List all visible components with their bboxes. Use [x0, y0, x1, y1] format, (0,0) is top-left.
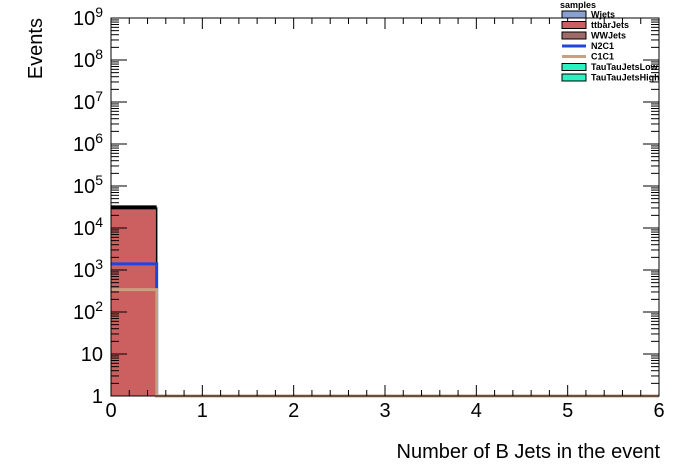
y-tick-label: 106: [73, 130, 103, 156]
x-tick-labels: 0 1 2 3 4 5 6: [105, 400, 664, 422]
legend-label-TauTauJetsHigh: TauTauJetsHigh: [591, 73, 660, 83]
line-C1C1: [111, 288, 659, 398]
legend-label-C1C1: C1C1: [591, 52, 614, 62]
y-tick-label: 108: [73, 46, 103, 72]
y-tick-label: 109: [73, 4, 103, 30]
legend-label-Wjets: Wjets: [591, 10, 615, 20]
x-tick-label: 1: [197, 400, 208, 422]
y-tick-label: 10: [81, 344, 103, 366]
legend-swatch-TauTauJetsHigh: [561, 73, 587, 82]
y-axis-title: Events: [25, 18, 47, 79]
x-tick-label: 5: [562, 400, 573, 422]
histogram-layer: [111, 205, 659, 398]
legend-swatch-WWJets: [561, 31, 587, 40]
legend-label-ttbarJets: ttbarJets: [591, 20, 629, 30]
y-tick-label: 105: [73, 172, 103, 198]
line-N2C1: [111, 262, 659, 398]
x-tick-label: 6: [653, 400, 664, 422]
legend-title: samples: [560, 0, 596, 10]
legend-swatch-ttbarJets: [561, 21, 587, 29]
y-tick-label: 104: [73, 214, 103, 240]
y-tick-label: 102: [73, 298, 103, 324]
tick-marks: [110, 18, 660, 397]
y-tick-labels: 1 10 102 103 104 105 106 107 108 109: [73, 4, 103, 408]
y-tick-label: 1: [92, 386, 103, 408]
x-axis-title: Number of B Jets in the event: [397, 441, 661, 463]
y-tick-label: 107: [73, 88, 103, 114]
x-tick-label: 2: [288, 400, 299, 422]
x-tick-label: 4: [471, 400, 482, 422]
x-tick-label: 0: [105, 400, 116, 422]
x-tick-label: 3: [379, 400, 390, 422]
legend-label-WWJets: WWJets: [591, 31, 626, 41]
y-tick-label: 103: [73, 256, 103, 282]
legend-label-N2C1: N2C1: [591, 41, 614, 51]
legend-label-TauTauJetsLow: TauTauJetsLow: [591, 62, 659, 72]
legend-swatch-TauTauJetsLow: [561, 63, 587, 71]
legend: samples WjetsttbarJetsWWJetsN2C1C1C1TauT…: [560, 0, 660, 83]
legend-swatch-Wjets: [561, 10, 587, 19]
